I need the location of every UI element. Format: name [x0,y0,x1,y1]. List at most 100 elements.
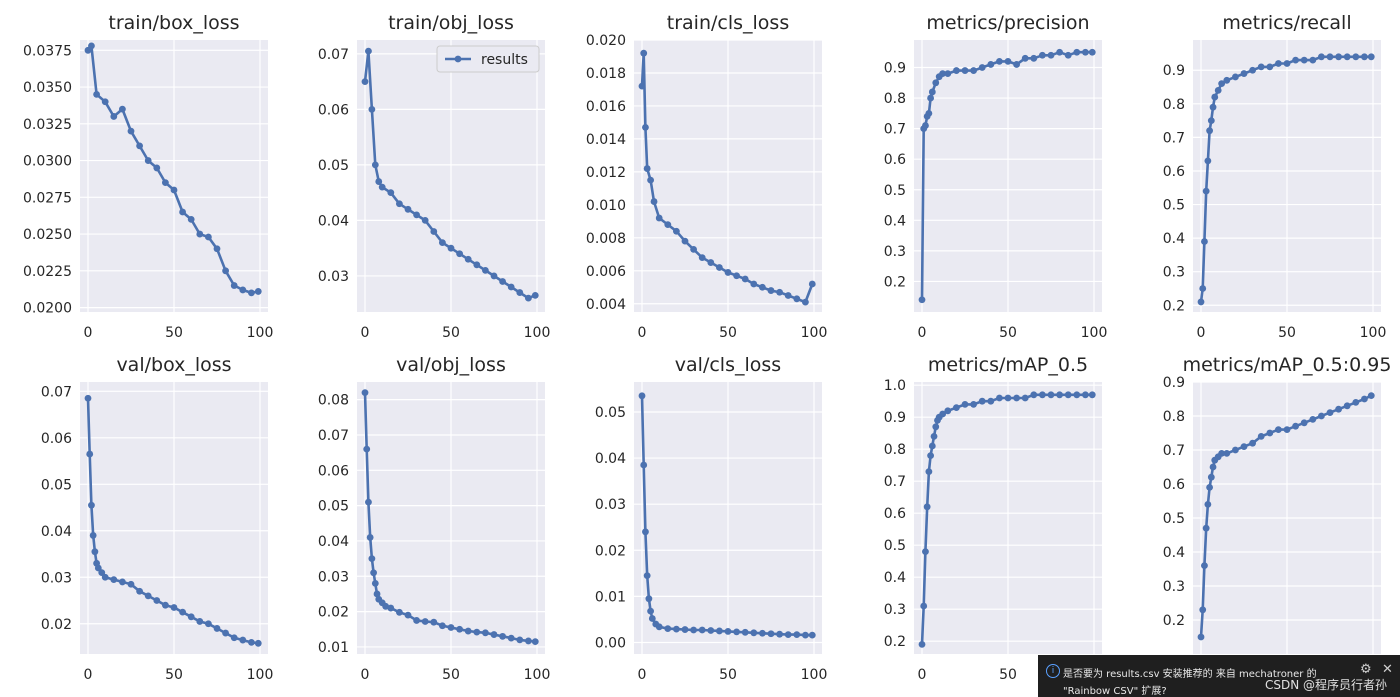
data-point [939,70,947,78]
data-point [1275,60,1282,67]
data-point [733,628,740,636]
data-point [153,164,161,172]
data-point [1283,60,1291,67]
data-point [1292,422,1299,430]
data-point [1209,103,1217,111]
data-point [361,78,369,86]
data-point [516,289,524,296]
data-point [239,286,247,294]
data-point [930,433,938,440]
data-point [932,79,940,87]
y-tick-label: 0.5 [884,538,906,554]
data-point [1013,394,1020,402]
x-tick-label: 0 [638,667,647,683]
notification-subtext: "Rainbow CSV" 扩展? [1063,686,1167,697]
y-tick-label: 0.4 [884,570,906,586]
data-point [918,296,926,304]
close-icon[interactable]: ✕ [1382,662,1393,677]
x-tick-label: 50 [165,325,183,341]
y-tick-label: 0.7 [884,474,906,490]
data-point [1202,187,1210,195]
data-point [1240,443,1248,450]
data-point [645,595,653,603]
data-point [1206,127,1213,135]
notification-text: 是否要为 results.csv 安装推荐的 来自 mechatroner 的 [1063,669,1317,680]
data-point [808,631,816,639]
data-point [482,266,489,274]
y-tick-label: 0.4 [884,213,906,229]
data-point [179,608,187,616]
data-point [1088,48,1096,56]
data-point [690,245,697,253]
y-tick-label: 0.04 [318,534,349,550]
data-point [525,637,532,645]
y-tick-label: 0.7 [884,122,906,138]
x-tick-label: 0 [361,325,370,341]
data-point [368,105,376,113]
data-point [1207,117,1215,124]
data-point [922,548,929,555]
data-point [375,178,383,185]
y-tick-label: 0.06 [318,102,349,118]
data-point [507,634,515,642]
data-point [918,641,926,648]
data-point [638,392,646,400]
data-point [978,64,986,71]
data-point [373,590,381,598]
y-tick-label: 0.07 [41,384,72,400]
chart-panel-4: 0 50 100 0.9 0.8 0.7 0.6 0.5 0.4 0.3 0.2 metrics/pr… [884,12,1108,341]
data-point [1232,73,1239,81]
y-tick-label: 0.0200 [23,301,72,317]
data-point [525,294,532,302]
data-point [1004,57,1012,65]
data-point [664,625,672,633]
data-point [370,569,377,577]
data-point [531,638,539,646]
data-point [456,625,463,633]
data-point [162,601,169,609]
data-point [643,572,651,580]
data-point [1204,157,1212,165]
x-tick-label: 0 [361,667,370,683]
x-tick-label: 100 [247,325,274,341]
data-point [499,632,506,640]
y-tick-label: 0.03 [41,570,72,586]
y-tick-label: 0.2 [1163,298,1185,314]
chart-panel-1: 0 50 100 0.0375 0.0350 0.0325 0.0300 0.0275 0.02… [23,12,273,341]
extension-notification[interactable]: i 是否要为 results.csv 安装推荐的 来自 mechatroner … [1038,655,1400,697]
y-tick-label: 0.0375 [23,43,72,59]
data-point [1318,412,1325,420]
chart-panel-6: 0 50 100 0.07 0.06 0.05 0.04 0.03 0.02 val/box_lo… [41,354,274,683]
data-point [162,179,169,187]
data-point [86,450,94,458]
gear-icon[interactable]: ⚙ [1360,662,1372,677]
data-point [927,452,934,459]
data-point [1004,394,1012,402]
y-tick-label: 0.9 [1163,375,1185,391]
y-tick-label: 0.02 [595,543,626,559]
data-point [88,501,95,509]
y-tick-label: 0.03 [595,497,626,513]
data-point [110,113,118,120]
data-point [925,109,933,117]
data-point [1064,51,1072,59]
chart-panel-2: 0 50 100 0.07 0.06 0.05 0.04 0.03 train/obj_loss… [318,12,551,341]
data-point [1257,433,1265,440]
x-tick-label: 100 [524,667,551,683]
data-point [1211,93,1219,101]
y-tick-label: 0.02 [41,617,72,633]
data-point [413,211,420,219]
chart-title: metrics/mAP_0.5:0.95 [1183,354,1392,376]
data-point [230,282,238,289]
data-point [371,161,379,169]
data-point [371,579,379,587]
y-tick-label: 0.0225 [23,264,72,280]
data-point [1257,63,1265,71]
data-point [387,604,395,612]
chart-title: train/obj_loss [388,12,514,34]
data-point [94,564,102,572]
data-point [944,70,952,78]
data-point [248,289,255,297]
y-tick-label: 0.4 [1163,545,1185,561]
data-point [716,264,723,271]
